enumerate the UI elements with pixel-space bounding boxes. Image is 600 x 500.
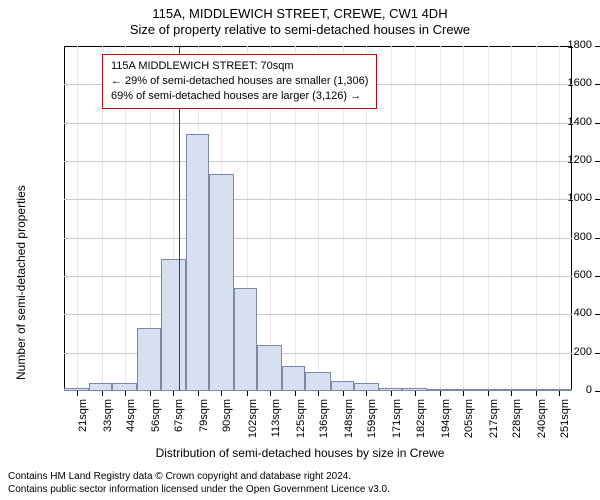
histogram-bar bbox=[209, 174, 234, 391]
x-tick-mark bbox=[559, 391, 560, 396]
x-tick-label: 194sqm bbox=[440, 399, 452, 438]
x-tick-mark bbox=[102, 391, 103, 396]
x-tick-label: 102sqm bbox=[247, 399, 259, 438]
footer-line1: Contains HM Land Registry data © Crown c… bbox=[8, 471, 592, 484]
histogram-bar bbox=[305, 372, 330, 391]
histogram-bar bbox=[161, 259, 186, 391]
y-axis-label: Number of semi-detached properties bbox=[14, 185, 28, 380]
histogram-bar bbox=[112, 383, 137, 391]
chart-title: 115A, MIDDLEWICH STREET, CREWE, CW1 4DH bbox=[0, 6, 600, 22]
legend-line1: 115A MIDDLEWICH STREET: 70sqm bbox=[111, 59, 368, 74]
x-tick-label: 159sqm bbox=[366, 399, 378, 438]
x-tick-label: 251sqm bbox=[559, 399, 571, 438]
x-tick-label: 67sqm bbox=[173, 399, 185, 432]
y-tick-label: 1800 bbox=[568, 39, 592, 51]
x-tick-mark bbox=[295, 391, 296, 396]
legend-line3: 69% of semi-detached houses are larger (… bbox=[111, 89, 368, 104]
x-tick-mark bbox=[511, 391, 512, 396]
x-tick-label: 33sqm bbox=[102, 399, 114, 432]
x-tick-mark bbox=[366, 391, 367, 396]
histogram-bar bbox=[475, 389, 498, 391]
x-tick-label: 217sqm bbox=[488, 399, 500, 438]
y-tick-mark bbox=[595, 199, 600, 200]
footer-attribution: Contains HM Land Registry data © Crown c… bbox=[0, 471, 600, 496]
x-tick-mark bbox=[77, 391, 78, 396]
x-tick-mark bbox=[536, 391, 537, 396]
legend-line2: ← 29% of semi-detached houses are smalle… bbox=[111, 74, 368, 89]
y-tick-mark bbox=[595, 238, 600, 239]
x-tick-mark bbox=[150, 391, 151, 396]
x-tick-mark bbox=[173, 391, 174, 396]
y-tick-label: 1000 bbox=[568, 192, 592, 204]
x-tick-mark bbox=[247, 391, 248, 396]
x-tick-label: 148sqm bbox=[343, 399, 355, 438]
y-tick-mark bbox=[595, 353, 600, 354]
x-tick-label: 90sqm bbox=[221, 399, 233, 432]
y-tick-label: 0 bbox=[586, 384, 592, 396]
y-tick-mark bbox=[595, 391, 600, 392]
y-tick-label: 200 bbox=[574, 346, 592, 358]
x-tick-label: 136sqm bbox=[318, 399, 330, 438]
x-tick-mark bbox=[198, 391, 199, 396]
y-tick-label: 400 bbox=[574, 307, 592, 319]
x-tick-label: 113sqm bbox=[270, 399, 282, 437]
y-tick-mark bbox=[595, 314, 600, 315]
x-tick-label: 44sqm bbox=[125, 399, 137, 432]
x-tick-label: 79sqm bbox=[198, 399, 210, 432]
histogram-bar bbox=[524, 389, 547, 391]
x-tick-mark bbox=[125, 391, 126, 396]
x-tick-mark bbox=[488, 391, 489, 396]
histogram-bar bbox=[427, 389, 450, 391]
x-tick-mark bbox=[221, 391, 222, 396]
x-tick-mark bbox=[440, 391, 441, 396]
legend-box: 115A MIDDLEWICH STREET: 70sqm ← 29% of s… bbox=[102, 54, 377, 109]
histogram-bar bbox=[354, 383, 379, 391]
histogram-bar bbox=[282, 366, 305, 391]
y-tick-mark bbox=[595, 276, 600, 277]
y-tick-label: 1400 bbox=[568, 116, 592, 128]
histogram-bar bbox=[89, 383, 112, 391]
histogram-bar bbox=[331, 381, 354, 391]
x-tick-mark bbox=[415, 391, 416, 396]
x-tick-label: 21sqm bbox=[77, 399, 89, 432]
x-tick-mark bbox=[270, 391, 271, 396]
x-tick-mark bbox=[343, 391, 344, 396]
x-axis-label: Distribution of semi-detached houses by … bbox=[0, 446, 600, 460]
histogram-bar bbox=[186, 134, 209, 391]
x-tick-mark bbox=[463, 391, 464, 396]
y-tick-mark bbox=[595, 161, 600, 162]
histogram-bar bbox=[257, 345, 282, 391]
y-tick-mark bbox=[595, 46, 600, 47]
x-tick-label: 56sqm bbox=[150, 399, 162, 432]
y-tick-label: 600 bbox=[574, 269, 592, 281]
chart-title-block: 115A, MIDDLEWICH STREET, CREWE, CW1 4DH … bbox=[0, 6, 600, 37]
x-tick-label: 228sqm bbox=[511, 399, 523, 438]
y-tick-label: 1600 bbox=[568, 77, 592, 89]
x-tick-label: 205sqm bbox=[463, 399, 475, 438]
plot-area: 115A MIDDLEWICH STREET: 70sqm ← 29% of s… bbox=[64, 46, 572, 391]
x-tick-label: 182sqm bbox=[415, 399, 427, 438]
histogram-bar bbox=[234, 288, 257, 392]
footer-line2: Contains public sector information licen… bbox=[8, 484, 592, 497]
x-tick-mark bbox=[318, 391, 319, 396]
x-tick-label: 171sqm bbox=[391, 399, 403, 438]
y-tick-label: 1200 bbox=[568, 154, 592, 166]
chart-subtitle: Size of property relative to semi-detach… bbox=[0, 22, 600, 38]
histogram-bar bbox=[379, 388, 402, 391]
x-tick-label: 240sqm bbox=[536, 399, 548, 438]
x-tick-label: 125sqm bbox=[295, 399, 307, 438]
y-tick-label: 800 bbox=[574, 231, 592, 243]
y-tick-mark bbox=[595, 123, 600, 124]
y-tick-mark bbox=[595, 84, 600, 85]
x-tick-mark bbox=[391, 391, 392, 396]
histogram-bar bbox=[137, 328, 160, 391]
